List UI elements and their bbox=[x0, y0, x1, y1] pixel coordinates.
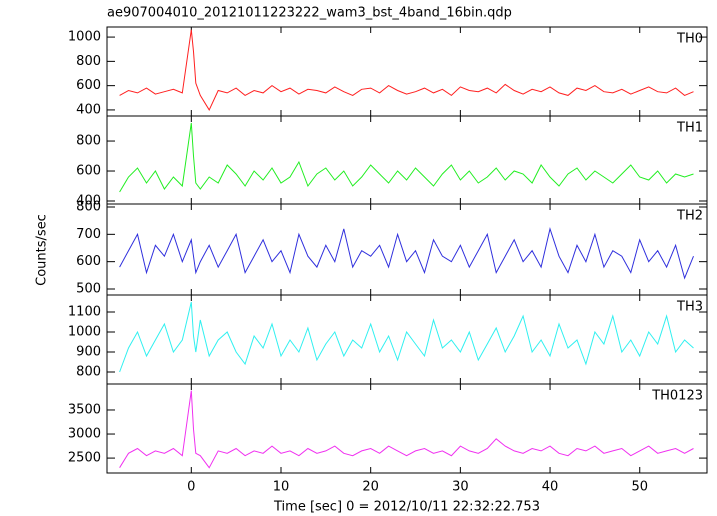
y-tick-label: 800 bbox=[76, 200, 101, 215]
x-tick-label: 20 bbox=[362, 480, 379, 495]
y-tick-label: 700 bbox=[76, 227, 101, 242]
y-tick-label: 800 bbox=[76, 54, 101, 69]
data-line bbox=[119, 390, 694, 469]
data-line bbox=[119, 122, 694, 193]
data-line bbox=[119, 227, 694, 280]
y-axis-label: Counts/sec bbox=[35, 214, 50, 286]
x-tick-label: 50 bbox=[631, 480, 648, 495]
y-tick-label: 600 bbox=[76, 164, 101, 179]
data-line bbox=[119, 29, 694, 111]
panel-frame bbox=[106, 294, 708, 385]
panel-frame bbox=[106, 26, 708, 117]
y-tick-label: 800 bbox=[76, 365, 101, 380]
y-tick-label: 900 bbox=[76, 345, 101, 360]
x-axis-label: Time [sec] 0 = 2012/10/11 22:32:22.753 bbox=[273, 500, 540, 515]
panel-frame bbox=[106, 203, 708, 296]
chart-title: ae907004010_20121011223222_wam3_bst_4ban… bbox=[107, 6, 512, 21]
y-tick-label: 1000 bbox=[68, 325, 101, 340]
y-tick-label: 3500 bbox=[68, 402, 101, 417]
y-tick-label: 1100 bbox=[68, 305, 101, 320]
y-tick-label: 3000 bbox=[68, 427, 101, 442]
x-tick-label: 40 bbox=[542, 480, 559, 495]
panel-frame bbox=[106, 115, 708, 205]
y-tick-label: 400 bbox=[76, 194, 101, 209]
x-tick-label: 10 bbox=[273, 480, 290, 495]
y-tick-label: 600 bbox=[76, 78, 101, 93]
panel-label: TH2 bbox=[676, 209, 703, 224]
y-tick-label: 400 bbox=[76, 102, 101, 117]
data-line bbox=[119, 301, 694, 373]
panel-label: TH0 bbox=[676, 32, 703, 47]
panel-frame bbox=[106, 383, 708, 474]
y-tick-label: 600 bbox=[76, 254, 101, 269]
y-tick-label: 800 bbox=[76, 134, 101, 149]
y-tick-label: 1000 bbox=[68, 30, 101, 45]
y-tick-label: 500 bbox=[76, 281, 101, 296]
x-tick-label: 0 bbox=[187, 480, 195, 495]
panel-label: TH0123 bbox=[651, 389, 703, 404]
panel-label: TH1 bbox=[676, 121, 703, 136]
x-tick-label: 30 bbox=[452, 480, 469, 495]
y-tick-label: 2500 bbox=[68, 451, 101, 466]
panel-label: TH3 bbox=[676, 300, 703, 315]
